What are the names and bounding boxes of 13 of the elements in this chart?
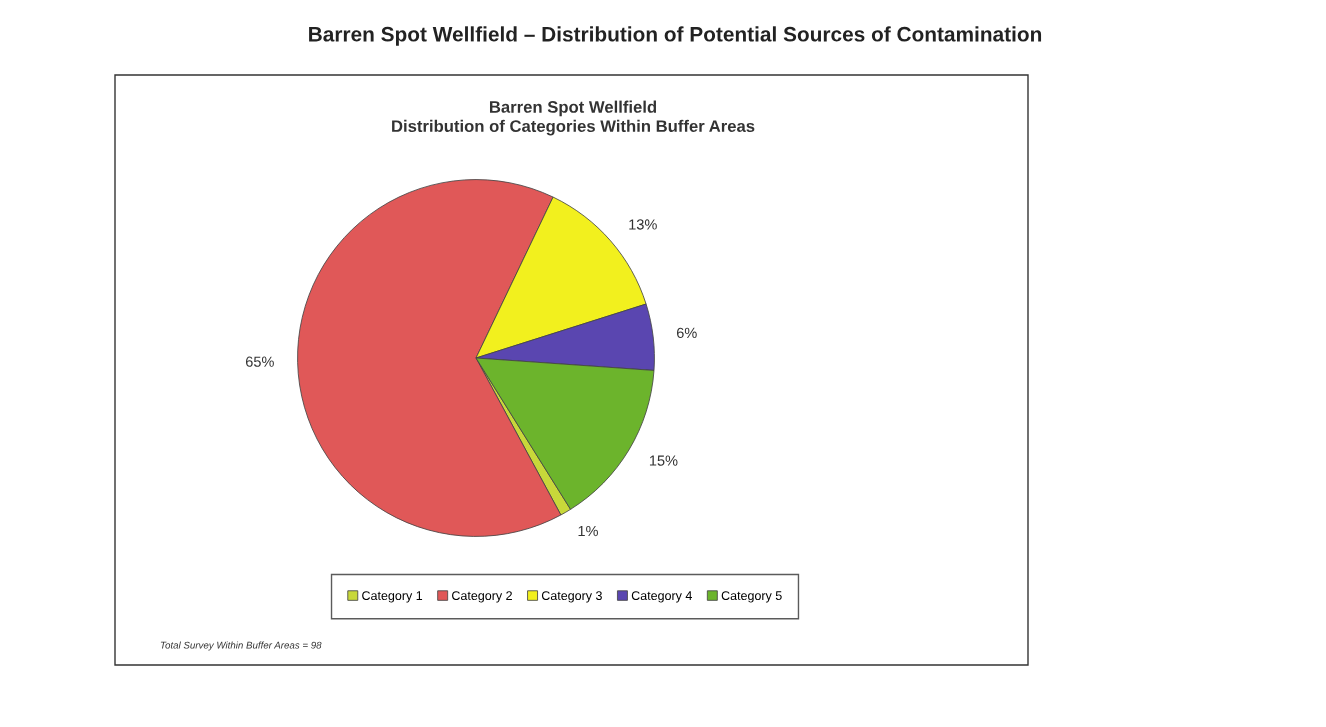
- data-label: 65%: [245, 356, 274, 367]
- data-label: 15%: [649, 455, 678, 466]
- legend-label: Category 2: [452, 591, 512, 603]
- legend-label: Category 1: [362, 591, 423, 603]
- chart-title: Barren Spot Wellfield – Distribution of Potential Sources of Contamination: [309, 26, 1042, 46]
- chart-subtitle: Barren Spot Wellfield Distribution of Categories Within Buffer Areas: [392, 100, 755, 136]
- legend-label: Category 4: [631, 591, 692, 603]
- text: Total Survey Within Buffer Areas = 98: [160, 641, 322, 651]
- data-label: 6%: [676, 327, 697, 339]
- data-label: 1%: [578, 525, 598, 537]
- data-label: 13%: [629, 219, 657, 230]
- legend-label: Category 3: [541, 591, 602, 603]
- legend-label: Category 5: [721, 591, 782, 603]
